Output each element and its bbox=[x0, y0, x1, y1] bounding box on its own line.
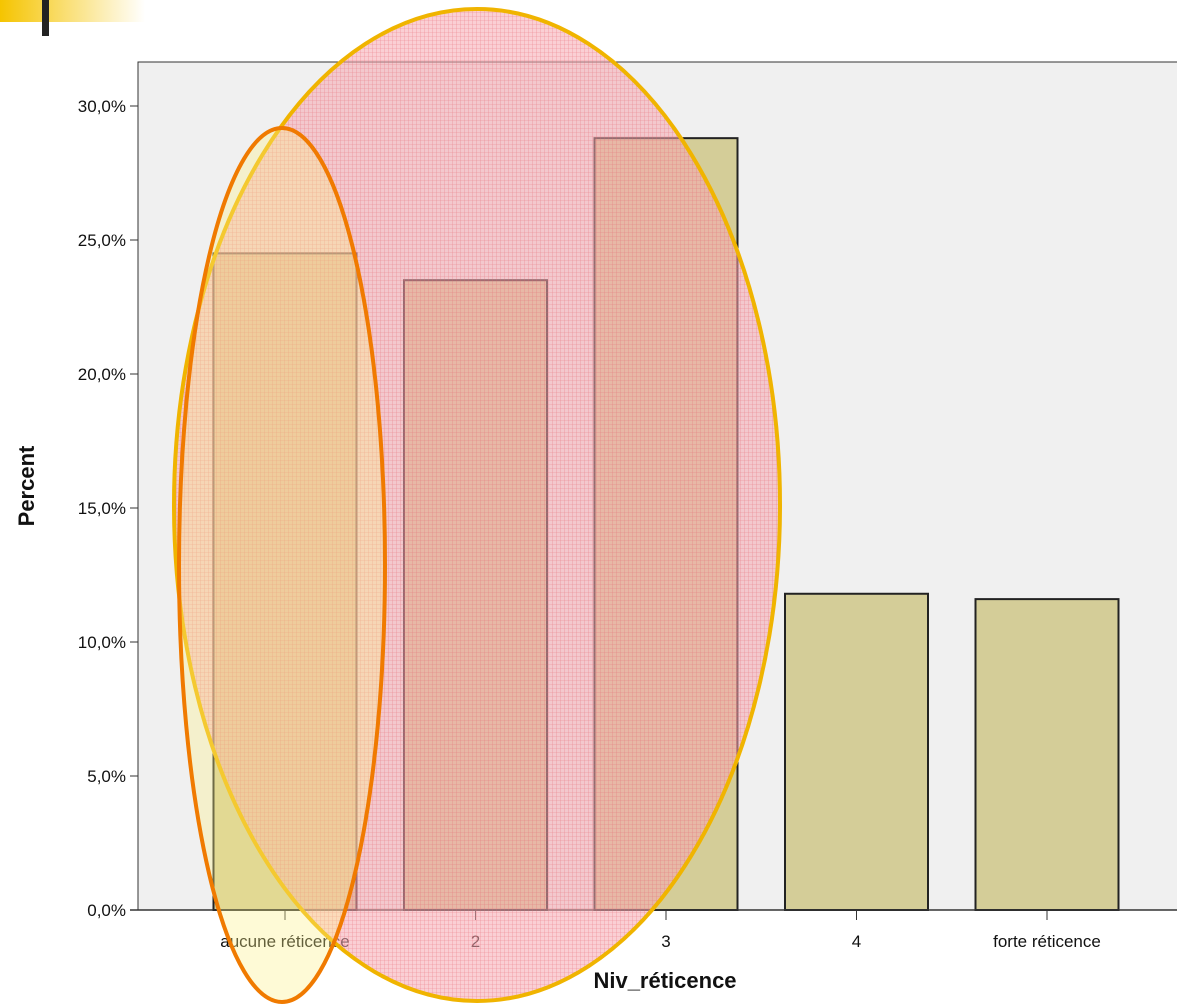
corner-accent-bar bbox=[42, 0, 49, 36]
y-axis: 0,0% 5,0% 10,0% 15,0% 20,0% 25,0% 30,0% bbox=[78, 62, 139, 920]
y-tick-label: 25,0% bbox=[78, 231, 126, 250]
x-tick-label: 4 bbox=[852, 932, 861, 951]
x-tick-label: aucune réticence bbox=[220, 932, 349, 951]
corner-accent bbox=[0, 0, 145, 22]
y-tick-label: 20,0% bbox=[78, 365, 126, 384]
x-tick-label: forte réticence bbox=[993, 932, 1101, 951]
highlight-ellipse-large bbox=[172, 7, 782, 1003]
bar bbox=[974, 598, 1120, 911]
x-axis-title: Niv_réticence bbox=[593, 968, 736, 993]
y-tick-label: 30,0% bbox=[78, 97, 126, 116]
y-tick-label: 5,0% bbox=[87, 767, 126, 786]
highlight-ellipse-small bbox=[177, 126, 387, 1004]
x-tick-label: 3 bbox=[661, 932, 670, 951]
bar bbox=[784, 592, 929, 911]
y-axis-title: Percent bbox=[14, 445, 39, 526]
y-tick-label: 15,0% bbox=[78, 499, 126, 518]
y-tick-label: 10,0% bbox=[78, 633, 126, 652]
y-tick-label: 0,0% bbox=[87, 901, 126, 920]
